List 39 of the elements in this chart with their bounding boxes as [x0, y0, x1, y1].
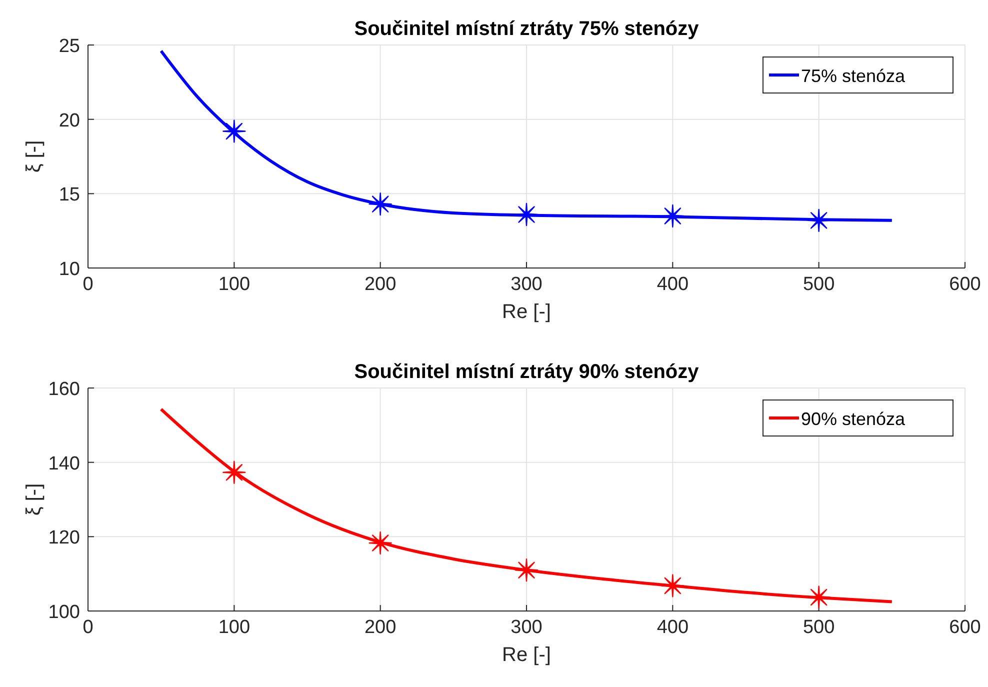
y-axis-title: ξ [-]: [23, 140, 45, 173]
x-tick-label: 300: [510, 274, 542, 295]
x-axis-title: Re [-]: [502, 301, 551, 323]
point: [807, 208, 830, 232]
legend-label: 75% stenóza: [801, 66, 906, 86]
point: [368, 192, 392, 216]
chart-title: Součinitel místní ztráty 90% stenózy: [354, 361, 700, 383]
y-tick-label: 25: [58, 36, 80, 57]
legend-label: 90% stenóza: [801, 409, 906, 429]
point: [661, 204, 684, 228]
point: [514, 202, 538, 226]
x-tick-label: 200: [364, 617, 396, 638]
x-tick-label: 100: [218, 274, 250, 295]
x-tick-label: 500: [802, 274, 835, 295]
point: [661, 574, 684, 598]
x-tick-label: 300: [510, 617, 542, 638]
point: [222, 120, 246, 143]
x-tick-label: 500: [802, 617, 835, 638]
y-tick-label: 160: [48, 379, 80, 400]
x-tick-label: 200: [364, 274, 396, 295]
y-tick-label: 120: [48, 528, 80, 549]
point: [368, 531, 392, 555]
y-tick-label: 140: [48, 453, 80, 474]
y-axis-title: ξ [-]: [23, 483, 45, 516]
point: [222, 460, 246, 484]
y-tick-label: 10: [58, 259, 80, 280]
chart-title: Součinitel místní ztráty 75% stenózy: [354, 18, 700, 40]
x-tick-label: 400: [656, 617, 689, 638]
y-tick-label: 15: [58, 184, 80, 206]
point: [514, 558, 538, 582]
y-tick-label: 100: [48, 602, 80, 623]
x-tick-label: 0: [82, 274, 94, 295]
x-tick-label: 600: [949, 274, 981, 295]
x-tick-label: 0: [82, 617, 94, 638]
y-tick-label: 20: [58, 110, 80, 132]
x-axis-title: Re [-]: [502, 644, 551, 666]
x-tick-label: 400: [656, 274, 689, 295]
x-tick-label: 100: [218, 617, 250, 638]
x-tick-label: 600: [949, 617, 981, 638]
